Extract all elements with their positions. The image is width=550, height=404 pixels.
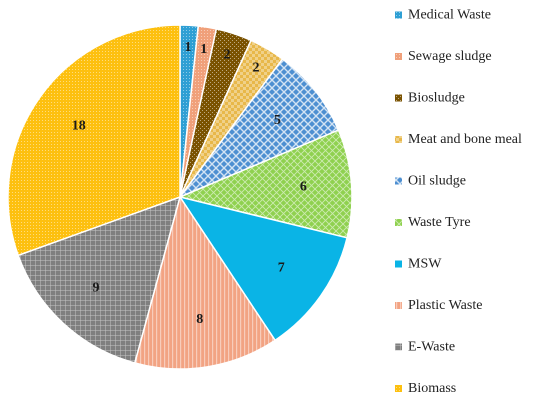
legend-swatch-waste-tyre bbox=[395, 219, 402, 226]
slice-label-waste-tyre: 6 bbox=[300, 180, 307, 195]
legend-swatch-sewage-sludge bbox=[395, 53, 402, 60]
slice-labels: 1 1 2 2 5 6 7 8 9 18 bbox=[72, 40, 307, 327]
legend-item-plastic-waste: Plastic Waste bbox=[395, 298, 482, 313]
slice-label-biosludge: 2 bbox=[224, 47, 231, 62]
slice-label-medical-waste: 1 bbox=[185, 40, 192, 55]
legend-swatch-medical-waste bbox=[395, 11, 402, 19]
legend-swatch-plastic-waste bbox=[395, 302, 402, 309]
legend-item-biosludge: Biosludge bbox=[395, 91, 465, 106]
legend-swatch-msw bbox=[395, 260, 402, 268]
legend: Medical Waste Sewage sludge Biosludge Meat … bbox=[395, 8, 522, 396]
legend-label-e-waste: E-Waste bbox=[408, 340, 455, 355]
slice-label-plastic-waste: 8 bbox=[196, 312, 203, 327]
pie-slices bbox=[7, 24, 353, 370]
legend-label-plastic-waste: Plastic Waste bbox=[408, 298, 482, 313]
slice-label-meat-and-bone-meal: 2 bbox=[253, 61, 260, 76]
legend-label-biosludge: Biosludge bbox=[408, 91, 465, 106]
slice-label-e-waste: 9 bbox=[93, 281, 100, 296]
legend-item-meat-and-bone-meal: Meat and bone meal bbox=[395, 132, 522, 147]
legend-label-sewage-sludge: Sewage sludge bbox=[408, 49, 492, 64]
legend-item-waste-tyre: Waste Tyre bbox=[395, 215, 471, 230]
pie-slice-oil-sludge bbox=[177, 57, 340, 199]
pie-slice-biomass bbox=[7, 24, 181, 257]
slice-label-sewage-sludge: 1 bbox=[200, 42, 207, 57]
pie-slice-msw bbox=[178, 195, 348, 342]
legend-swatch-oil-sludge bbox=[395, 177, 402, 185]
legend-label-medical-waste: Medical Waste bbox=[408, 8, 491, 23]
legend-item-e-waste: E-Waste bbox=[395, 340, 455, 355]
legend-item-msw: MSW bbox=[395, 257, 442, 272]
pie-slice-waste-tyre bbox=[177, 129, 353, 239]
legend-label-waste-tyre: Waste Tyre bbox=[408, 215, 471, 230]
pie-slice-e-waste bbox=[17, 195, 182, 364]
legend-item-biomass: Biomass bbox=[395, 381, 456, 396]
legend-swatch-meat-and-bone-meal bbox=[395, 136, 402, 143]
legend-label-oil-sludge: Oil sludge bbox=[408, 174, 466, 189]
legend-label-meat-and-bone-meal: Meat and bone meal bbox=[408, 132, 522, 147]
legend-swatch-e-waste bbox=[395, 343, 402, 351]
slice-label-oil-sludge: 5 bbox=[274, 113, 281, 128]
legend-item-oil-sludge: Oil sludge bbox=[395, 174, 466, 189]
slice-label-msw: 7 bbox=[278, 261, 285, 276]
legend-label-msw: MSW bbox=[408, 257, 442, 272]
pie-slice-plastic-waste bbox=[133, 195, 277, 370]
legend-item-medical-waste: Medical Waste bbox=[395, 8, 491, 23]
legend-label-biomass: Biomass bbox=[408, 381, 456, 396]
slice-label-biomass: 18 bbox=[72, 118, 86, 133]
legend-swatch-biosludge bbox=[395, 94, 402, 102]
legend-swatch-biomass bbox=[395, 385, 402, 392]
legend-item-sewage-sludge: Sewage sludge bbox=[395, 49, 492, 64]
